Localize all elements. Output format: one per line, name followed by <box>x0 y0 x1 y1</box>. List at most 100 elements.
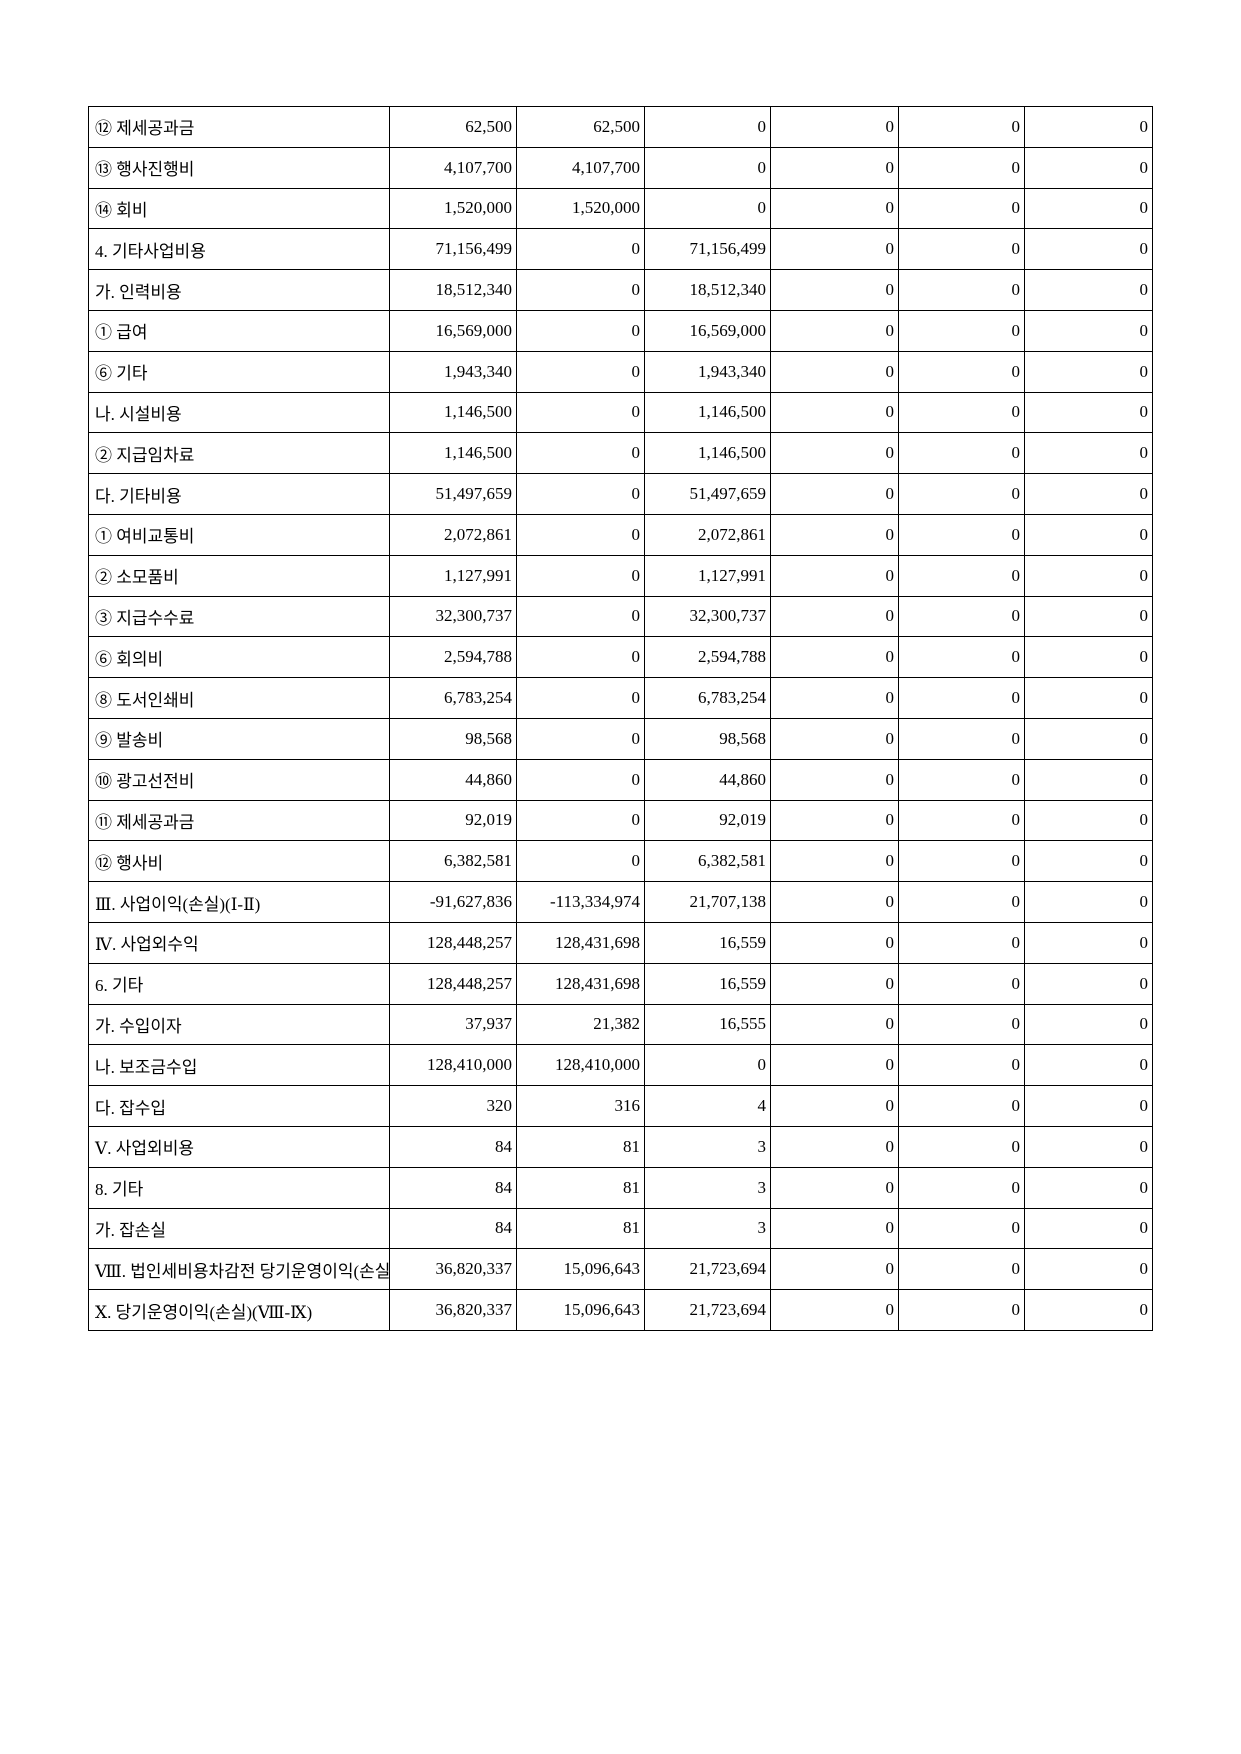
amount-cell: 62,500 <box>516 106 645 148</box>
amount-cell: 37,937 <box>389 1003 517 1046</box>
amount-cell: 0 <box>770 228 899 271</box>
amount-cell: 0 <box>770 391 899 434</box>
amount-cell: 0 <box>1024 881 1153 923</box>
amount-cell: 1,520,000 <box>516 187 645 230</box>
table-row: 다. 기타비용 51,497,659 0 51,497,659 0 0 0 <box>88 473 1153 515</box>
table-row: 6. 기타 128,448,257 128,431,698 16,559 0 0 0 <box>88 962 1153 1005</box>
amount-cell: 0 <box>1024 146 1153 189</box>
amount-cell: 0 <box>898 1044 1025 1087</box>
amount-cell: 0 <box>770 921 899 964</box>
amount-cell: 1,127,991 <box>644 554 771 597</box>
financial-statement-table: ⑫ 제세공과금 62,500 62,500 0 0 0 0 ⑬ 행사진행비 4,107,700 4… <box>88 106 1153 1331</box>
table-row: ⑫ 제세공과금 62,500 62,500 0 0 0 0 <box>88 106 1153 148</box>
amount-cell: 6,783,254 <box>644 677 771 719</box>
amount-cell: 6,783,254 <box>389 677 517 719</box>
amount-cell: 0 <box>516 636 645 679</box>
amount-cell: 0 <box>898 228 1025 271</box>
amount-cell: 128,410,000 <box>389 1044 517 1087</box>
amount-cell: 81 <box>516 1207 645 1250</box>
amount-cell: 84 <box>389 1166 517 1209</box>
amount-cell: 0 <box>516 309 645 352</box>
amount-cell: 16,569,000 <box>389 309 517 352</box>
amount-cell: 3 <box>644 1207 771 1250</box>
amount-cell: 98,568 <box>389 717 517 760</box>
amount-cell: 1,943,340 <box>644 350 771 393</box>
amount-cell: 0 <box>770 1207 899 1250</box>
amount-cell: 44,860 <box>644 758 771 801</box>
amount-cell: 0 <box>1024 228 1153 271</box>
amount-cell: 0 <box>770 962 899 1005</box>
amount-cell: 0 <box>898 1289 1025 1331</box>
amount-cell: 51,497,659 <box>644 473 771 515</box>
table-row: 4. 기타사업비용 71,156,499 0 71,156,499 0 0 0 <box>88 228 1153 271</box>
amount-cell: 3 <box>644 1166 771 1209</box>
amount-cell: 36,820,337 <box>389 1248 517 1291</box>
amount-cell: 0 <box>1024 1125 1153 1168</box>
table-row: Ⅳ. 사업외수익 128,448,257 128,431,698 16,559 0 0 0 <box>88 921 1153 964</box>
amount-cell: 2,594,788 <box>389 636 517 679</box>
amount-cell: 0 <box>1024 554 1153 597</box>
row-label: ⑪ 제세공과금 <box>88 799 390 842</box>
table-row: 가. 잡손실 84 81 3 0 0 0 <box>88 1207 1153 1250</box>
amount-cell: 0 <box>898 962 1025 1005</box>
table-row: ② 소모품비 1,127,991 0 1,127,991 0 0 0 <box>88 554 1153 597</box>
amount-cell: 0 <box>1024 1166 1153 1209</box>
table-row: 나. 시설비용 1,146,500 0 1,146,500 0 0 0 <box>88 391 1153 434</box>
amount-cell: 0 <box>898 513 1025 556</box>
amount-cell: 0 <box>770 309 899 352</box>
amount-cell: 32,300,737 <box>644 595 771 638</box>
amount-cell: 0 <box>1024 473 1153 515</box>
row-label: ⑨ 발송비 <box>88 717 390 760</box>
table-row: ⑨ 발송비 98,568 0 98,568 0 0 0 <box>88 717 1153 760</box>
amount-cell: 21,382 <box>516 1003 645 1046</box>
amount-cell: 0 <box>1024 1248 1153 1291</box>
amount-cell: 0 <box>770 1125 899 1168</box>
amount-cell: 0 <box>516 473 645 515</box>
table-row: ⑩ 광고선전비 44,860 0 44,860 0 0 0 <box>88 758 1153 801</box>
amount-cell: 3 <box>644 1125 771 1168</box>
amount-cell: 6,382,581 <box>644 840 771 883</box>
amount-cell: 0 <box>770 717 899 760</box>
table-row: ① 여비교통비 2,072,861 0 2,072,861 0 0 0 <box>88 513 1153 556</box>
amount-cell: 71,156,499 <box>389 228 517 271</box>
amount-cell: 0 <box>898 717 1025 760</box>
amount-cell: 15,096,643 <box>516 1248 645 1291</box>
row-label: 가. 잡손실 <box>88 1207 390 1250</box>
amount-cell: 2,072,861 <box>389 513 517 556</box>
amount-cell: 0 <box>770 840 899 883</box>
row-label: ⑬ 행사진행비 <box>88 146 390 189</box>
amount-cell: -91,627,836 <box>389 881 517 923</box>
amount-cell: 2,072,861 <box>644 513 771 556</box>
amount-cell: 92,019 <box>389 799 517 842</box>
amount-cell: 0 <box>770 799 899 842</box>
amount-cell: 21,723,694 <box>644 1289 771 1331</box>
amount-cell: 0 <box>898 840 1025 883</box>
row-label: ① 여비교통비 <box>88 513 390 556</box>
amount-cell: 44,860 <box>389 758 517 801</box>
amount-cell: 128,431,698 <box>516 921 645 964</box>
amount-cell: 0 <box>1024 106 1153 148</box>
amount-cell: 0 <box>1024 799 1153 842</box>
table-row: 8. 기타 84 81 3 0 0 0 <box>88 1166 1153 1209</box>
row-label: ⑥ 회의비 <box>88 636 390 679</box>
amount-cell: 0 <box>516 391 645 434</box>
amount-cell: 92,019 <box>644 799 771 842</box>
amount-cell: 0 <box>898 1125 1025 1168</box>
amount-cell: 0 <box>1024 636 1153 679</box>
amount-cell: 0 <box>1024 1085 1153 1127</box>
amount-cell: 0 <box>644 1044 771 1087</box>
amount-cell: 0 <box>1024 758 1153 801</box>
amount-cell: 1,146,500 <box>389 432 517 475</box>
amount-cell: 0 <box>1024 1044 1153 1087</box>
amount-cell: 4 <box>644 1085 771 1127</box>
row-label: 나. 보조금수입 <box>88 1044 390 1087</box>
amount-cell: 0 <box>516 350 645 393</box>
amount-cell: 0 <box>898 758 1025 801</box>
amount-cell: 0 <box>516 595 645 638</box>
amount-cell: 0 <box>644 106 771 148</box>
amount-cell: 1,520,000 <box>389 187 517 230</box>
table-row: ② 지급임차료 1,146,500 0 1,146,500 0 0 0 <box>88 432 1153 475</box>
amount-cell: -113,334,974 <box>516 881 645 923</box>
row-label: Ⅷ. 법인세비용차감전 당기운영이익(손실) <box>88 1248 390 1291</box>
amount-cell: 0 <box>1024 187 1153 230</box>
